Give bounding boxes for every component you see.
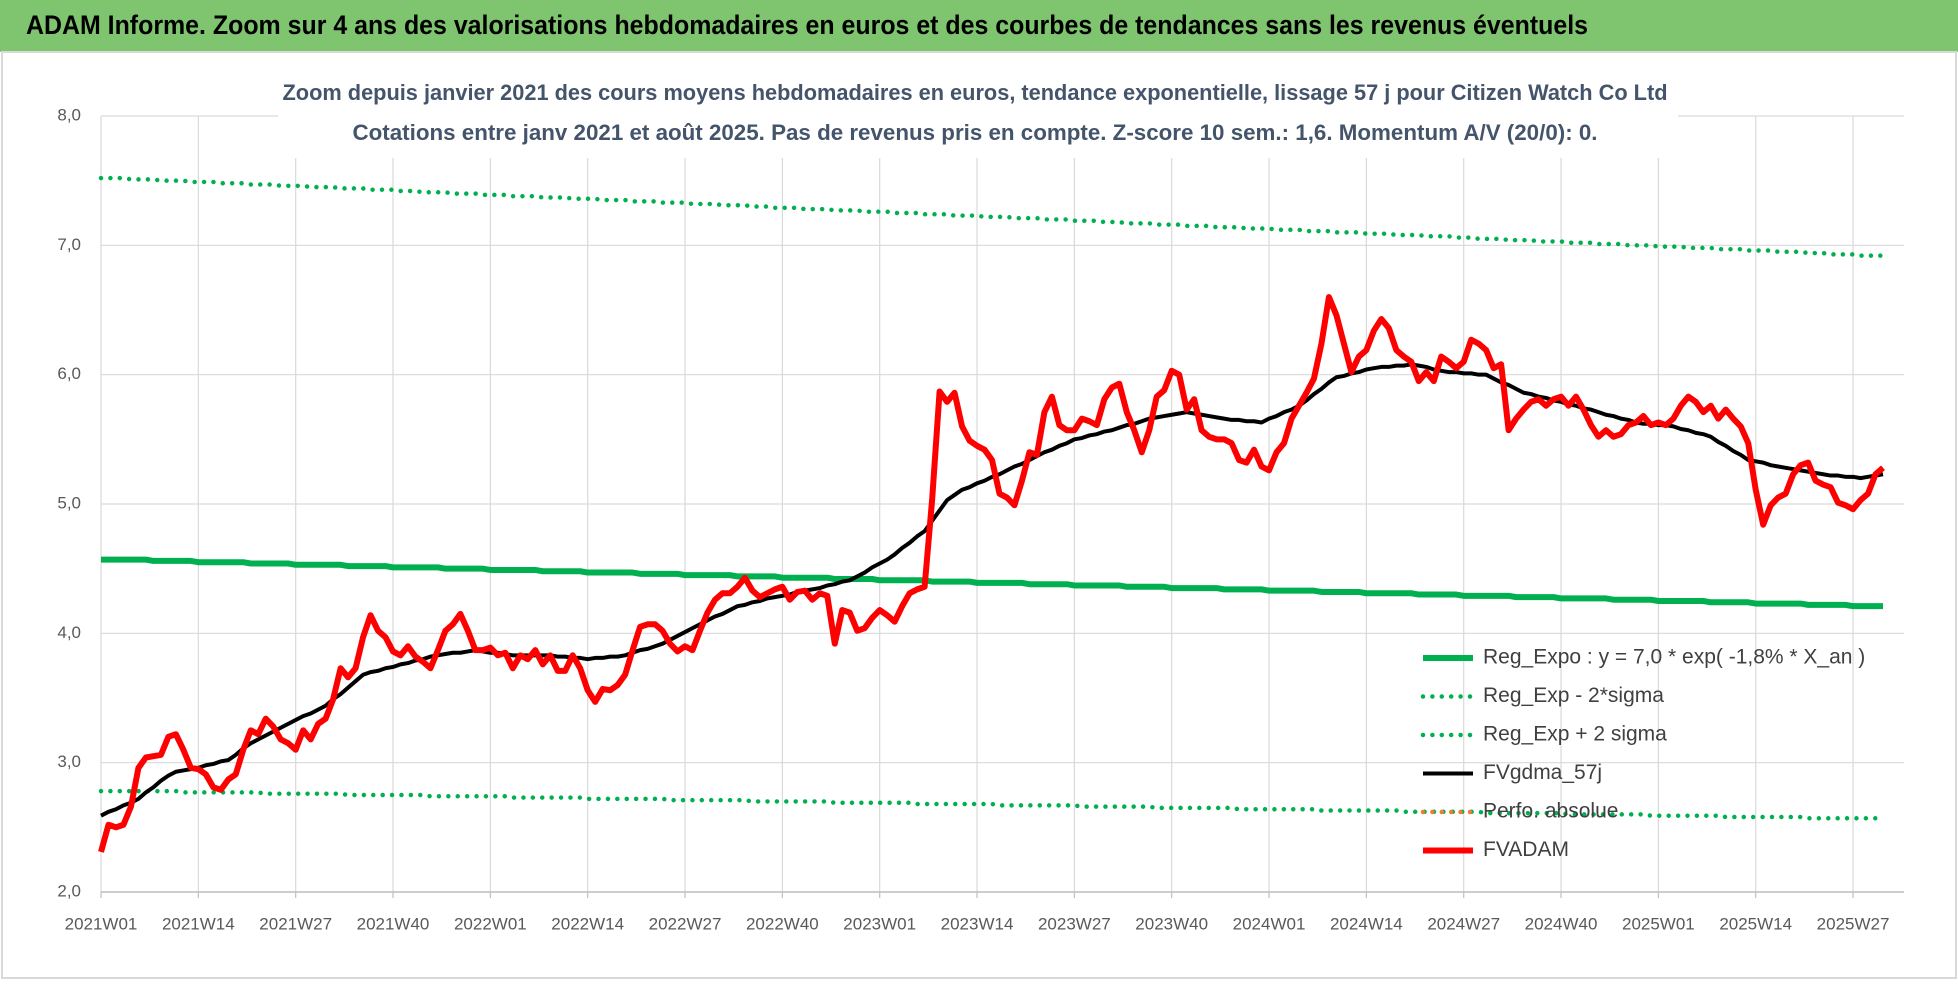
- series-line: [98, 788, 1886, 821]
- x-tick-label: 2021W27: [259, 914, 332, 933]
- x-tick-label: 2021W40: [357, 914, 430, 933]
- x-tick-label: 2025W01: [1622, 914, 1695, 933]
- x-tick-label: 2025W27: [1817, 914, 1890, 933]
- legend: Reg_Expo : y = 7,0 * exp( -1,8% * X_an )…: [1420, 646, 1865, 861]
- series-line: [98, 294, 1885, 853]
- title-box: [278, 74, 1678, 158]
- legend-label: Perfo. absolue: [1483, 800, 1618, 823]
- x-tick-label: 2024W14: [1330, 914, 1403, 933]
- grid: 2,0 3,0 4,0 5,0 6,0 7,0 8,0 2021W01 2021W14 2021W…: [57, 105, 1904, 933]
- legend-label: FVADAM: [1483, 838, 1569, 861]
- x-tick-label: 2022W27: [649, 914, 722, 933]
- x-tick-label: 2024W40: [1525, 914, 1598, 933]
- y-tick-label: 5,0: [57, 493, 81, 512]
- x-tick-label: 2022W01: [454, 914, 527, 933]
- header-band: [0, 0, 1958, 52]
- x-tick-label: 2024W01: [1233, 914, 1306, 933]
- legend-label: Reg_Exp - 2*sigma: [1483, 684, 1664, 707]
- series-line: [101, 556, 1883, 610]
- legend-label: Reg_Exp + 2 sigma: [1483, 723, 1667, 746]
- y-tick-label: 4,0: [57, 623, 81, 642]
- y-tick-label: 6,0: [57, 364, 81, 383]
- x-tick-label: 2023W40: [1135, 914, 1208, 933]
- x-tick-label: 2022W14: [551, 914, 624, 933]
- y-tick-label: 2,0: [57, 881, 81, 900]
- chart-title: Zoom depuis janvier 2021 des cours moyen…: [283, 80, 1668, 105]
- heading: ADAM Informe. Zoom sur 4 ans des valoris…: [26, 10, 1588, 40]
- x-tick-label: 2023W01: [843, 914, 916, 933]
- plot: [98, 175, 1886, 853]
- x-tick-label: 2021W14: [162, 914, 235, 933]
- x-tick-label: 2023W27: [1038, 914, 1111, 933]
- y-tick-label: 3,0: [57, 752, 81, 771]
- x-tick-label: 2021W01: [65, 914, 138, 933]
- legend-label: Reg_Expo : y = 7,0 * exp( -1,8% * X_an ): [1483, 646, 1865, 669]
- x-tick-label: 2022W40: [746, 914, 819, 933]
- y-tick-label: 7,0: [57, 235, 81, 254]
- legend-label: FVgdma_57j: [1483, 761, 1602, 784]
- x-tick-label: 2024W27: [1427, 914, 1500, 933]
- y-tick-label: 8,0: [57, 105, 81, 124]
- x-tick-label: 2023W14: [941, 914, 1014, 933]
- series-line: [98, 175, 1886, 258]
- x-tick-label: 2025W14: [1719, 914, 1792, 933]
- frame: [1, 51, 1957, 979]
- chart-subtitle: Cotations entre janv 2021 et août 2025. …: [353, 120, 1598, 145]
